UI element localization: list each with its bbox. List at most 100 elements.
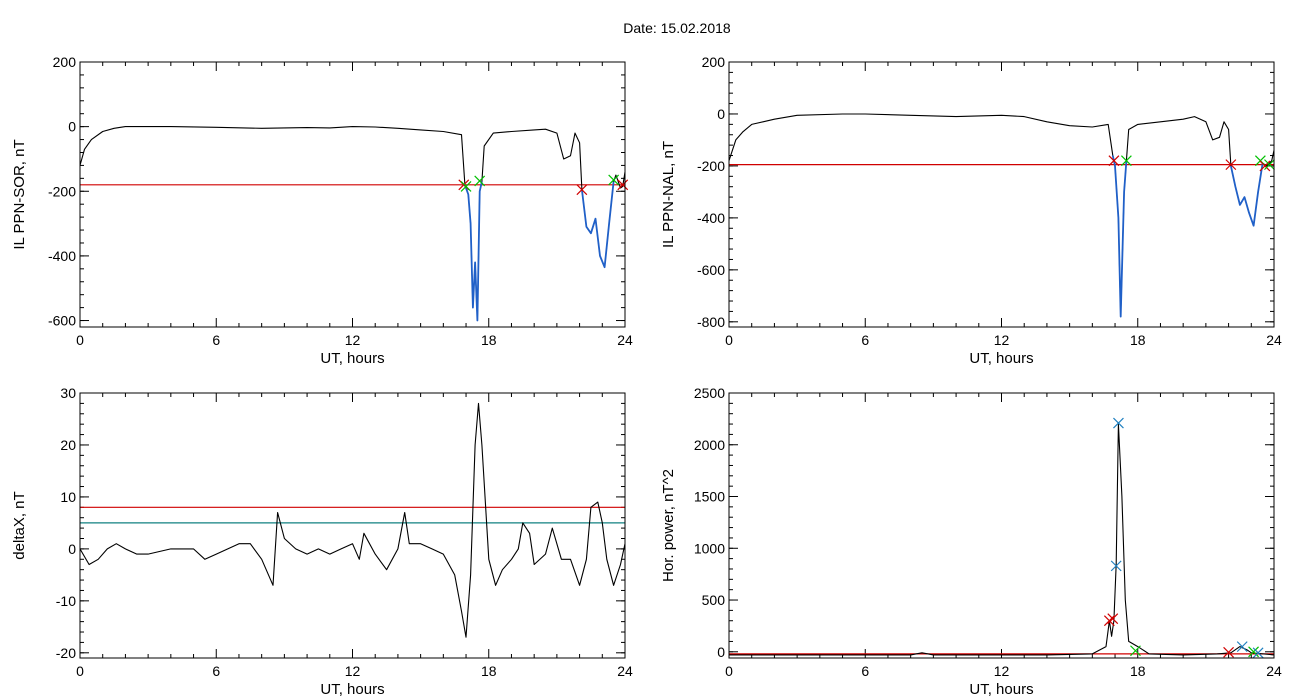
y-tick-label: 200 — [702, 54, 726, 70]
y-tick-label: 0 — [68, 119, 76, 135]
event-marker — [1223, 646, 1235, 658]
x-tick-label: 6 — [212, 332, 220, 348]
marker-stroke — [1108, 155, 1120, 167]
y-tick-label: -10 — [56, 593, 76, 609]
y-tick-label: 0 — [717, 106, 725, 122]
plot-area — [80, 126, 625, 322]
x-tick-label: 6 — [861, 663, 869, 679]
event-marker — [1120, 155, 1132, 167]
y-tick-label: 0 — [68, 541, 76, 557]
event-marker — [576, 184, 588, 196]
highlight-segment — [1230, 163, 1264, 227]
y-tick-label: 500 — [702, 592, 726, 608]
y-tick-label: -600 — [697, 262, 725, 278]
y-tick-label: -200 — [697, 158, 725, 174]
x-tick-label: 12 — [345, 663, 361, 679]
x-axis-label: UT, hours — [969, 350, 1033, 367]
x-tick-label: 12 — [994, 663, 1010, 679]
x-tick-label: 18 — [481, 663, 497, 679]
y-axis-label: Hor. power, nT^2 — [660, 469, 677, 582]
x-tick-label: 0 — [76, 332, 84, 348]
event-marker — [1103, 615, 1115, 627]
plot-area — [80, 402, 625, 638]
marker-stroke — [1120, 155, 1132, 167]
x-tick-label: 24 — [617, 332, 633, 348]
x-tick-label: 18 — [1130, 332, 1146, 348]
plot-frame — [79, 61, 626, 328]
x-tick-label: 18 — [1130, 663, 1146, 679]
y-tick-label: 1000 — [694, 540, 725, 556]
figure-title: Date: 15.02.2018 — [623, 20, 731, 36]
panel-deltax: 0 6 12 18 24 30 20 10 0 -10 -20 UT, hours deltaX, nT — [11, 385, 633, 698]
highlight-segment — [1111, 155, 1128, 318]
y-tick-label: 2000 — [694, 437, 725, 453]
marker-stroke — [1264, 159, 1275, 171]
event-marker — [608, 174, 620, 186]
x-axis-label: UT, hours — [320, 681, 384, 698]
x-tick-label: 0 — [76, 663, 84, 679]
panel-ppn-sor: 0 6 12 18 24 200 0 -200 -400 -600 UT, hours IL PPN-… — [11, 54, 633, 367]
y-tick-label: -400 — [48, 248, 76, 264]
event-marker — [1236, 641, 1248, 653]
y-axis-label: IL PPN-SOR, nT — [11, 139, 28, 249]
marker-stroke — [617, 179, 629, 191]
series-line — [729, 423, 1274, 656]
y-tick-label: -600 — [48, 313, 76, 329]
event-marker — [1264, 159, 1275, 171]
y-tick-label: -400 — [697, 210, 725, 226]
event-marker — [1107, 613, 1119, 625]
y-tick-label: 0 — [717, 644, 725, 660]
panel-hor-power: 0 6 12 18 24 2500 2000 1500 1000 500 0 UT, hours Hor… — [660, 385, 1282, 698]
panel-ppn-nal: 0 6 12 18 24 200 0 -200 -400 -600 -800 UT, hours IL … — [660, 54, 1282, 367]
plot-area — [729, 113, 1274, 318]
marker-stroke — [1236, 641, 1248, 653]
x-tick-label: 24 — [1266, 663, 1282, 679]
plot-frame — [728, 392, 1275, 659]
marker-stroke — [1223, 646, 1235, 658]
y-tick-label: 2500 — [694, 385, 725, 401]
event-marker — [1130, 645, 1141, 657]
marker-stroke — [1248, 646, 1259, 658]
y-tick-label: 200 — [53, 54, 77, 70]
x-tick-label: 12 — [994, 332, 1010, 348]
x-axis-label: UT, hours — [969, 681, 1033, 698]
marker-stroke — [576, 184, 588, 196]
plot-frame — [79, 392, 626, 659]
event-marker — [1252, 647, 1264, 659]
plot-frame — [728, 61, 1275, 328]
y-tick-label: 1500 — [694, 489, 725, 505]
y-axis-label: deltaX, nT — [11, 491, 28, 559]
x-tick-label: 6 — [861, 332, 869, 348]
marker-stroke — [474, 175, 486, 187]
event-marker — [617, 179, 629, 191]
plot-area — [729, 423, 1274, 656]
highlight-segment — [464, 181, 483, 322]
series-line — [80, 402, 625, 638]
y-tick-label: -200 — [48, 183, 76, 199]
marker-stroke — [1103, 615, 1115, 627]
x-tick-label: 12 — [345, 332, 361, 348]
marker-stroke — [1130, 645, 1141, 657]
x-tick-label: 18 — [481, 332, 497, 348]
x-tick-label: 0 — [725, 663, 733, 679]
y-axis-label: IL PPN-NAL, nT — [660, 141, 677, 248]
marker-stroke — [1252, 647, 1264, 659]
x-tick-label: 24 — [617, 663, 633, 679]
y-tick-label: 30 — [60, 385, 76, 401]
event-marker — [1110, 560, 1122, 572]
event-marker — [1248, 646, 1259, 658]
series-line — [80, 126, 625, 322]
event-marker — [474, 175, 486, 187]
y-tick-label: -20 — [56, 645, 76, 661]
marker-stroke — [608, 174, 620, 186]
event-marker — [1108, 155, 1120, 167]
marker-stroke — [1113, 417, 1124, 429]
event-marker — [1225, 159, 1237, 171]
x-tick-label: 0 — [725, 332, 733, 348]
marker-stroke — [1107, 613, 1119, 625]
marker-stroke — [1225, 159, 1237, 171]
event-marker — [1113, 417, 1124, 429]
y-tick-label: -800 — [697, 314, 725, 330]
series-line — [729, 113, 1274, 318]
